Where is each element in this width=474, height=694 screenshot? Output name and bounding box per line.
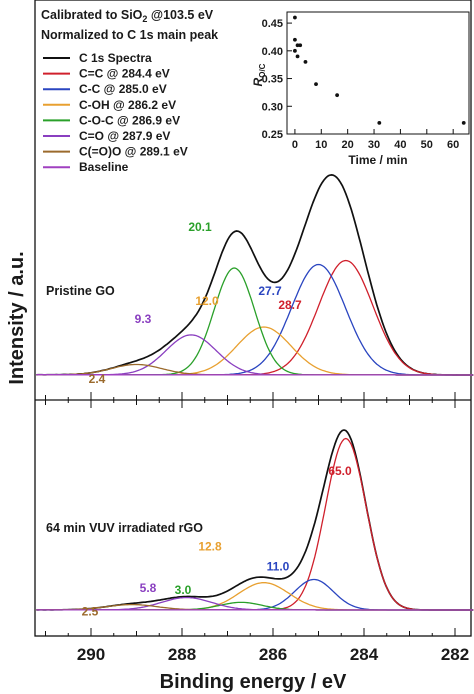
x-tick-label: 290	[77, 645, 105, 664]
peak-area-label: 2.5	[82, 604, 99, 618]
inset-y-tick-label: 0.25	[262, 129, 283, 141]
peak-area-label: 20.1	[188, 220, 212, 234]
series-line-c-c-285-0-ev	[36, 263, 474, 376]
inset-data-point	[314, 82, 318, 86]
inset-data-point	[295, 54, 300, 59]
series-line-c-oh-286-2-ev	[36, 582, 474, 611]
inset-x-tick-label: 40	[394, 139, 406, 151]
inset-x-tick-label: 20	[342, 139, 354, 151]
peak-area-label: 28.7	[278, 298, 302, 312]
peak-area-label: 3.0	[175, 583, 192, 597]
inset-y-axis-label: RO/C	[251, 63, 267, 86]
inset-data-point	[303, 60, 308, 64]
inset-data-point	[298, 43, 303, 48]
peak-area-label: 11.0	[267, 559, 290, 573]
peak-area-label: 27.7	[258, 284, 282, 298]
x-tick-label: 288	[168, 645, 196, 664]
panel-label-irradiated-rgo: 64 min VUV irradiated rGO	[46, 521, 203, 535]
spectrum-panel-pristine-go: 28.727.7 12.0 20.1 9.3 2.4	[36, 174, 474, 386]
x-tick-label: 284	[350, 645, 379, 664]
inset-x-tick-label: 50	[421, 139, 433, 151]
panel-label-pristine-go: Pristine GO	[46, 284, 115, 298]
spectrum-panel-64-min-vuv-irradiated-rgo: 65.0 11.0 12.8 3.0 5.8 2.5	[36, 429, 474, 618]
legend-label-c-1s-spectra: C 1s Spectra	[79, 51, 152, 65]
legend-label-c-c-285-0-ev: C-C @ 285.0 eV	[79, 82, 167, 96]
x-tick-label: 282	[441, 645, 469, 664]
legend-label-c-o-c-286-9-ev: C-O-C @ 286.9 eV	[79, 113, 180, 127]
peak-area-label: 12.0	[195, 294, 219, 308]
inset-y-tick-label: 0.35	[262, 74, 283, 86]
legend: C 1s Spectra C=C @ 284.4 eVC-C @ 285.0 eV…	[43, 51, 188, 174]
inset-y-tick-label: 0.30	[262, 101, 283, 113]
inset-data-point	[293, 48, 297, 53]
inset-data-point	[377, 121, 382, 125]
peak-area-label: 65.0	[328, 464, 352, 478]
series-line-c-o-287-9-ev	[36, 334, 474, 376]
inset-data-point	[293, 15, 297, 20]
peak-area-label: 2.4	[89, 372, 106, 386]
inset-frame	[286, 11, 470, 135]
y-axis-label: Intensity / a.u.	[6, 251, 28, 384]
peak-area-label: 5.8	[140, 581, 157, 595]
inset-data-point	[335, 93, 340, 98]
inset-data-point	[295, 43, 300, 48]
inset-x-tick-label: 0	[292, 139, 298, 151]
legend-label-c-oh-286-2-ev: C-OH @ 286.2 eV	[79, 98, 176, 112]
inset-x-tick-label: 10	[315, 139, 327, 151]
series-line-c-c-284-4-ev	[36, 259, 474, 376]
calibration-note: Calibrated to SiO2 @103.5 eV	[41, 8, 214, 24]
inset-x-tick-label: 30	[368, 139, 380, 151]
legend-label-c-o-287-9-ev: C=O @ 287.9 eV	[79, 129, 170, 143]
inset-data-point	[293, 37, 297, 42]
spectra-layer: 28.727.7 12.0 20.1 9.3 2.4 65.0 11.0 12.8 3.0 5.8…	[36, 174, 474, 618]
peak-area-label: 12.8	[198, 540, 222, 554]
series-line-c-1s-spectra	[36, 174, 474, 376]
inset-data-point	[461, 121, 466, 125]
peak-area-label: 9.3	[135, 312, 152, 326]
legend-label-baseline: Baseline	[79, 160, 129, 174]
plot-frame	[34, 0, 472, 637]
inset-x-tick-label: 60	[447, 139, 459, 151]
inset-x-axis-label: Time / min	[348, 153, 407, 167]
x-axis-ticks: 290 288 286 284 282	[45, 392, 469, 664]
inset-y-tick-label: 0.45	[262, 18, 283, 30]
series-line-c-1s-spectra	[36, 429, 474, 611]
inset-y-tick-label: 0.40	[262, 46, 283, 58]
x-tick-label: 286	[259, 645, 287, 664]
legend-label-c-c-284-4-ev: C=C @ 284.4 eV	[79, 67, 170, 81]
x-axis-label: Binding energy / eV	[160, 671, 347, 693]
legend-label-c-o-o-289-1-ev: C(=O)O @ 289.1 eV	[79, 145, 188, 159]
inset-chart: 0.450.400.350.300.25 0 10 20 30 40 50 60 RO/C …	[251, 11, 470, 167]
normalization-note: Normalized to C 1s main peak	[41, 28, 218, 42]
